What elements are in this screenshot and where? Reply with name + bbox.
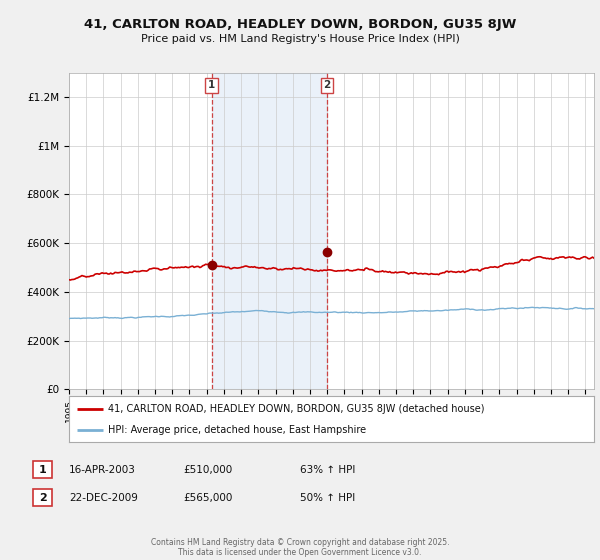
Text: £510,000: £510,000 [183,465,232,475]
Text: 22-DEC-2009: 22-DEC-2009 [69,493,138,503]
Text: HPI: Average price, detached house, East Hampshire: HPI: Average price, detached house, East… [109,425,367,435]
Text: 41, CARLTON ROAD, HEADLEY DOWN, BORDON, GU35 8JW: 41, CARLTON ROAD, HEADLEY DOWN, BORDON, … [84,18,516,31]
Text: 1: 1 [208,81,215,91]
Text: 2: 2 [323,81,331,91]
Text: 50% ↑ HPI: 50% ↑ HPI [300,493,355,503]
Text: 41, CARLTON ROAD, HEADLEY DOWN, BORDON, GU35 8JW (detached house): 41, CARLTON ROAD, HEADLEY DOWN, BORDON, … [109,404,485,414]
Text: Contains HM Land Registry data © Crown copyright and database right 2025.
This d: Contains HM Land Registry data © Crown c… [151,538,449,557]
Text: 2: 2 [39,493,46,503]
Text: 63% ↑ HPI: 63% ↑ HPI [300,465,355,475]
Text: 16-APR-2003: 16-APR-2003 [69,465,136,475]
Text: £565,000: £565,000 [183,493,232,503]
Text: 1: 1 [39,465,46,475]
Text: Price paid vs. HM Land Registry's House Price Index (HPI): Price paid vs. HM Land Registry's House … [140,34,460,44]
Bar [212,73,327,389]
